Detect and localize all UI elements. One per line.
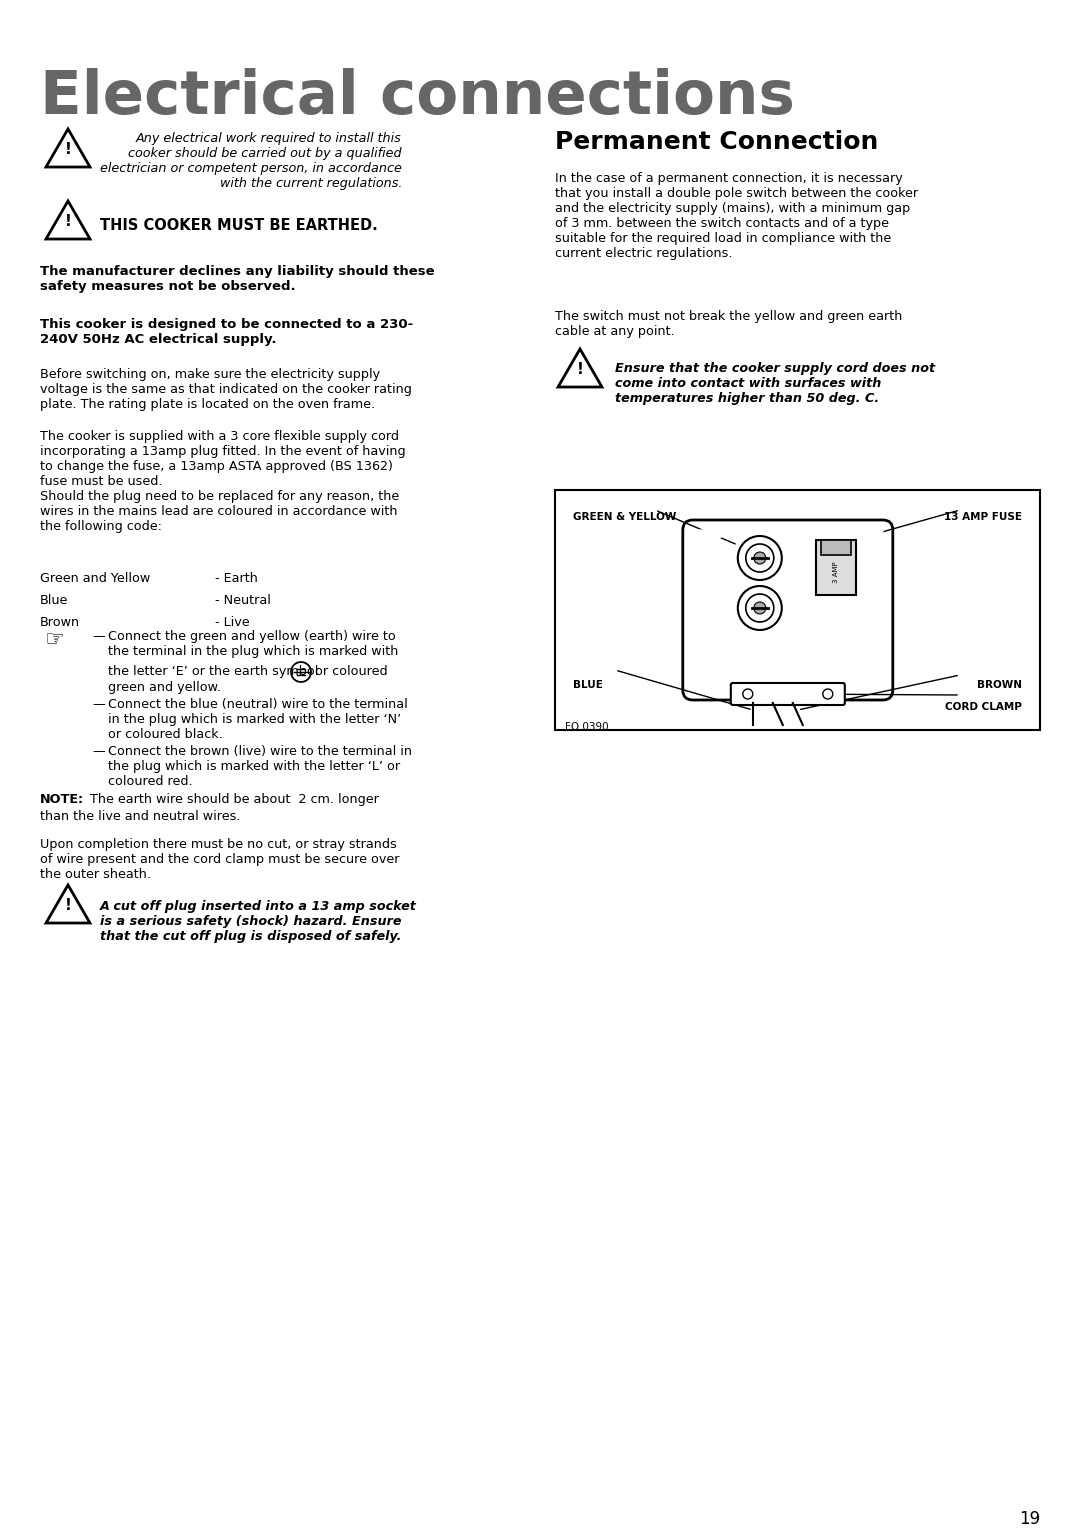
Circle shape	[754, 552, 766, 564]
Polygon shape	[692, 530, 728, 565]
Text: Upon completion there must be no cut, or stray strands
of wire present and the c: Upon completion there must be no cut, or…	[40, 837, 400, 882]
Text: Before switching on, make sure the electricity supply
voltage is the same as tha: Before switching on, make sure the elect…	[40, 368, 411, 411]
Polygon shape	[848, 530, 882, 565]
Text: Ensure that the cooker supply cord does not
come into contact with surfaces with: Ensure that the cooker supply cord does …	[615, 362, 935, 405]
Text: The manufacturer declines any liability should these
safety measures not be obse: The manufacturer declines any liability …	[40, 264, 434, 293]
Text: Connect the brown (live) wire to the terminal in
the plug which is marked with t: Connect the brown (live) wire to the ter…	[108, 746, 411, 788]
Circle shape	[823, 689, 833, 698]
Text: —: —	[92, 630, 105, 643]
FancyBboxPatch shape	[731, 683, 845, 704]
Text: The switch must not break the yellow and green earth
cable at any point.: The switch must not break the yellow and…	[555, 310, 903, 338]
Polygon shape	[46, 128, 90, 167]
Text: GREEN & YELLOW: GREEN & YELLOW	[573, 512, 676, 523]
Text: Blue: Blue	[40, 594, 68, 607]
Circle shape	[746, 594, 773, 622]
Text: - Neutral: - Neutral	[215, 594, 271, 607]
Text: or coloured: or coloured	[315, 665, 388, 678]
Text: 19: 19	[1018, 1510, 1040, 1528]
Text: the letter ‘E’ or the earth symbol: the letter ‘E’ or the earth symbol	[108, 665, 319, 678]
Text: FO 0390: FO 0390	[565, 723, 609, 732]
Bar	[821, 539, 851, 555]
Text: —: —	[92, 746, 105, 758]
Text: BROWN: BROWN	[977, 680, 1022, 691]
Text: !: !	[65, 142, 71, 157]
Text: !: !	[65, 214, 71, 229]
Circle shape	[738, 536, 782, 581]
Polygon shape	[46, 885, 90, 923]
Text: Permanent Connection: Permanent Connection	[555, 130, 878, 154]
Polygon shape	[46, 202, 90, 238]
Text: THIS COOKER MUST BE EARTHED.: THIS COOKER MUST BE EARTHED.	[100, 219, 378, 232]
Text: - Live: - Live	[215, 616, 249, 630]
Text: —: —	[92, 698, 105, 711]
Circle shape	[754, 602, 766, 614]
Text: Connect the blue (neutral) wire to the terminal
in the plug which is marked with: Connect the blue (neutral) wire to the t…	[108, 698, 408, 741]
Text: A cut off plug inserted into a 13 amp socket
is a serious safety (shock) hazard.: A cut off plug inserted into a 13 amp so…	[100, 900, 417, 943]
Text: Connect the green and yellow (earth) wire to
the terminal in the plug which is m: Connect the green and yellow (earth) wir…	[108, 630, 399, 659]
Text: !: !	[65, 898, 71, 914]
Text: The cooker is supplied with a 3 core flexible supply cord
incorporating a 13amp : The cooker is supplied with a 3 core fle…	[40, 429, 406, 533]
Circle shape	[746, 544, 773, 571]
Text: 3 AMP: 3 AMP	[833, 562, 839, 584]
FancyBboxPatch shape	[683, 520, 893, 700]
Polygon shape	[558, 348, 602, 387]
Text: The earth wire should be about  2 cm. longer: The earth wire should be about 2 cm. lon…	[86, 793, 379, 805]
Circle shape	[743, 689, 753, 698]
Text: In the case of a permanent connection, it is necessary
that you install a double: In the case of a permanent connection, i…	[555, 173, 918, 260]
Text: ☞: ☞	[44, 630, 64, 649]
Text: Electrical connections: Electrical connections	[40, 69, 795, 127]
Text: NOTE:: NOTE:	[40, 793, 84, 805]
Text: Any electrical work required to install this
cooker should be carried out by a q: Any electrical work required to install …	[100, 131, 402, 189]
Text: 13 AMP FUSE: 13 AMP FUSE	[944, 512, 1022, 523]
Text: Brown: Brown	[40, 616, 80, 630]
Text: BLUE: BLUE	[573, 680, 603, 691]
Text: than the live and neutral wires.: than the live and neutral wires.	[40, 810, 241, 824]
Bar	[815, 539, 855, 594]
Text: - Earth: - Earth	[215, 571, 258, 585]
Text: green and yellow.: green and yellow.	[108, 681, 221, 694]
Text: CORD CLAMP: CORD CLAMP	[945, 701, 1022, 712]
Text: !: !	[577, 362, 583, 377]
Text: Green and Yellow: Green and Yellow	[40, 571, 150, 585]
Circle shape	[738, 587, 782, 630]
Text: This cooker is designed to be connected to a 230-
240V 50Hz AC electrical supply: This cooker is designed to be connected …	[40, 318, 414, 345]
Bar	[555, 490, 1040, 730]
